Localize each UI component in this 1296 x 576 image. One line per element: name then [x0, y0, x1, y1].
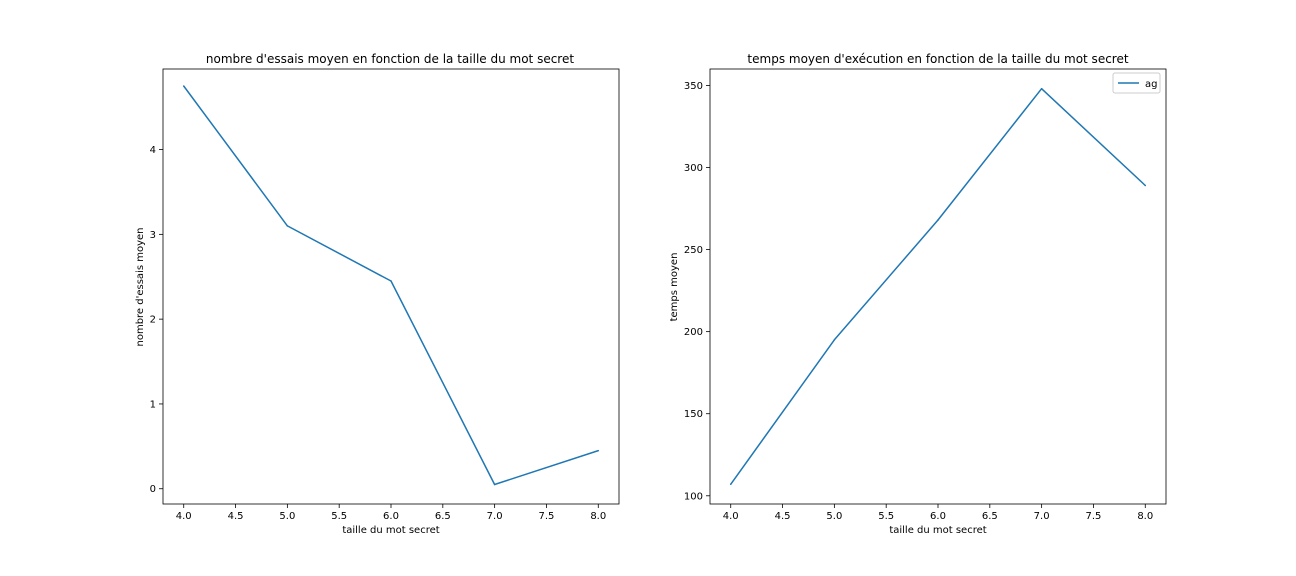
- legend-label-ag: ag: [1145, 79, 1157, 90]
- chart-temps-y-ticks: 100 150 200 250 300 350: [684, 81, 710, 502]
- x-tick-label: 4.5: [228, 511, 244, 522]
- y-tick-label: 4: [150, 145, 156, 156]
- x-tick-label: 7.5: [1086, 511, 1102, 522]
- y-tick-label: 300: [684, 163, 703, 174]
- data-point: [1040, 87, 1043, 90]
- y-tick-label: 200: [684, 327, 703, 338]
- x-tick-label: 5.5: [878, 511, 894, 522]
- chart-essais-x-ticks: 4.0 4.5 5.0 5.5 6.0 6.5 7.0 7.5 8.0: [176, 504, 606, 522]
- chart-essais-y-ticks: 0 1 2 3 4: [150, 145, 163, 495]
- chart-essais-title: nombre d'essais moyen en fonction de la …: [206, 52, 574, 66]
- x-tick-label: 5.0: [279, 511, 295, 522]
- x-tick-label: 8.0: [1137, 511, 1153, 522]
- chart-temps-plot-area: [709, 68, 1167, 505]
- chart-temps-lines: [729, 87, 1147, 486]
- chart-essais: nombre d'essais moyen en fonction de la …: [135, 52, 620, 536]
- chart-essais-y-label: nombre d'essais moyen: [135, 228, 146, 347]
- data-point: [390, 280, 392, 282]
- chart-temps-y-label: temps moyen: [669, 253, 680, 322]
- chart-temps-x-ticks: 4.0 4.5 5.0 5.5 6.0 6.5 7.0 7.5 8.0: [723, 504, 1153, 522]
- x-tick-label: 5.0: [826, 511, 842, 522]
- y-tick-label: 0: [150, 484, 156, 495]
- x-tick-label: 4.0: [176, 511, 192, 522]
- x-tick-label: 6.5: [435, 511, 451, 522]
- chart-temps: temps moyen d'exécution en fonction de l…: [669, 52, 1167, 536]
- y-tick-label: 1: [150, 399, 156, 410]
- x-tick-label: 7.5: [539, 511, 555, 522]
- x-tick-label: 8.0: [590, 511, 606, 522]
- data-point: [833, 339, 836, 341]
- chart-essais-plot-area: [162, 68, 620, 505]
- chart-temps-x-label: taille du mot secret: [889, 525, 986, 536]
- chart-essais-x-label: taille du mot secret: [342, 525, 439, 536]
- x-tick-label: 6.0: [383, 511, 399, 522]
- chart-temps-legend: ag: [1112, 72, 1161, 94]
- y-tick-label: 350: [684, 81, 703, 92]
- x-tick-label: 7.0: [487, 511, 503, 522]
- x-tick-label: 5.5: [331, 511, 347, 522]
- data-point: [729, 483, 732, 486]
- chart-essais-lines: [182, 85, 600, 486]
- data-point: [493, 483, 496, 486]
- x-tick-label: 6.5: [982, 511, 998, 522]
- data-point: [182, 85, 185, 87]
- data-point: [286, 225, 289, 227]
- y-tick-label: 250: [684, 245, 703, 256]
- data-point: [1144, 184, 1147, 187]
- x-tick-label: 6.0: [930, 511, 946, 522]
- x-tick-label: 7.0: [1034, 511, 1050, 522]
- data-point: [937, 219, 939, 221]
- y-tick-label: 3: [150, 230, 156, 241]
- y-tick-label: 150: [684, 409, 703, 420]
- chart-temps-title: temps moyen d'exécution en fonction de l…: [747, 52, 1128, 66]
- x-tick-label: 4.5: [775, 511, 791, 522]
- y-tick-label: 2: [150, 315, 156, 326]
- data-point: [597, 449, 600, 452]
- x-tick-label: 4.0: [723, 511, 739, 522]
- y-tick-label: 100: [684, 491, 703, 502]
